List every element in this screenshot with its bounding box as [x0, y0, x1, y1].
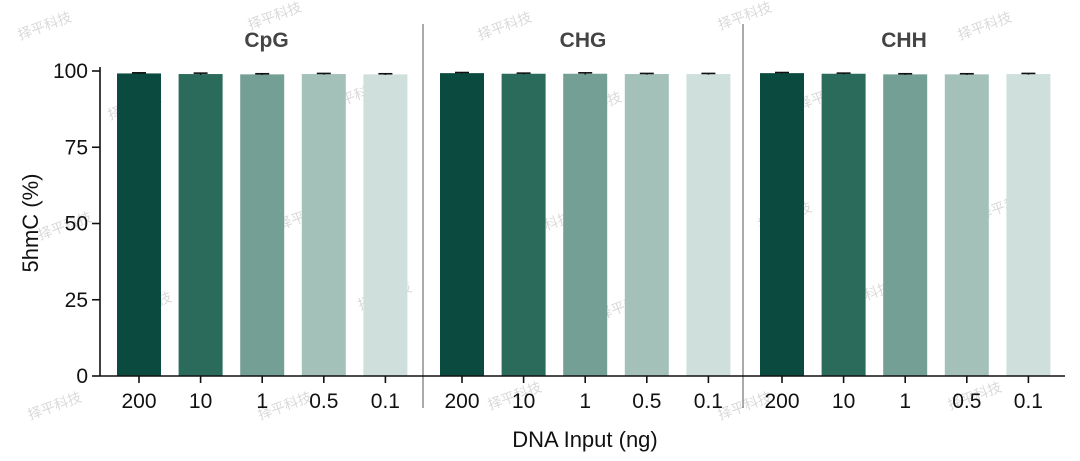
- y-tick-label: 25: [65, 289, 88, 312]
- panel-titles: CpG CHG CHH: [244, 29, 926, 52]
- y-tick-label: 0: [76, 365, 88, 388]
- x-tick-label: 1: [899, 390, 911, 413]
- panel-title-cpg: CpG: [244, 29, 288, 52]
- x-tick-label: 10: [832, 390, 855, 413]
- x-tick-label: 0.5: [632, 390, 661, 413]
- x-tick-label: 1: [579, 390, 591, 413]
- bar-cpg-0.5: [301, 74, 346, 377]
- bar-chg-1: [563, 73, 608, 377]
- y-tick-label: 50: [65, 213, 88, 236]
- bar-cpg-1: [240, 74, 285, 376]
- x-tick-label: 200: [121, 390, 156, 413]
- bar-cpg-200: [117, 73, 161, 376]
- y-axis-label: 5hmC (%): [18, 173, 43, 272]
- axes: [92, 24, 1065, 408]
- bar-chg-0.5: [624, 74, 669, 377]
- bar-cpg-10: [178, 74, 223, 377]
- bar-chh-200: [760, 73, 804, 376]
- watermark-text: 择平科技: [26, 389, 84, 423]
- bar-chg-10: [501, 73, 546, 377]
- x-tick-label: 1: [256, 390, 268, 413]
- x-tick-label: 0.1: [1014, 390, 1043, 413]
- x-tick-label: 0.5: [309, 390, 338, 413]
- x-tick-label: 10: [512, 390, 535, 413]
- bar-chg-200: [440, 73, 484, 376]
- watermark-text: 择平科技: [956, 9, 1014, 43]
- watermark-text: 择平科技: [476, 9, 534, 43]
- x-tick-label: 200: [444, 390, 479, 413]
- bars: [117, 73, 1051, 377]
- bar-chh-0.1: [1006, 74, 1051, 377]
- panel-title-chg: CHG: [560, 29, 607, 52]
- x-tick-label: 200: [764, 390, 799, 413]
- x-tick-labels: 200 10 1 0.5 0.1 200 10 1 0.5 0.1 200 10 1 0.5 0.1: [121, 390, 1043, 413]
- y-tick-labels: 0 25 50 75 100: [53, 60, 88, 388]
- bar-chh-10: [821, 73, 866, 377]
- bar-chh-1: [883, 74, 928, 376]
- bar-cpg-0.1: [363, 74, 408, 376]
- y-tick-label: 100: [53, 60, 88, 83]
- panel-title-chh: CHH: [881, 29, 927, 52]
- watermark-text: 择平科技: [716, 0, 774, 33]
- x-tick-label: 0.1: [371, 390, 400, 413]
- x-tick-label: 0.1: [694, 390, 723, 413]
- watermark-text: 择平科技: [16, 9, 74, 43]
- x-axis-label: DNA Input (ng): [512, 427, 658, 452]
- x-tick-label: 0.5: [952, 390, 981, 413]
- bar-chh-0.5: [944, 74, 989, 376]
- bar-chg-0.1: [686, 74, 731, 377]
- error-bars: [132, 71, 1036, 75]
- x-tick-label: 10: [189, 390, 212, 413]
- watermark-text: 择平科技: [246, 0, 304, 33]
- y-tick-label: 75: [65, 136, 88, 159]
